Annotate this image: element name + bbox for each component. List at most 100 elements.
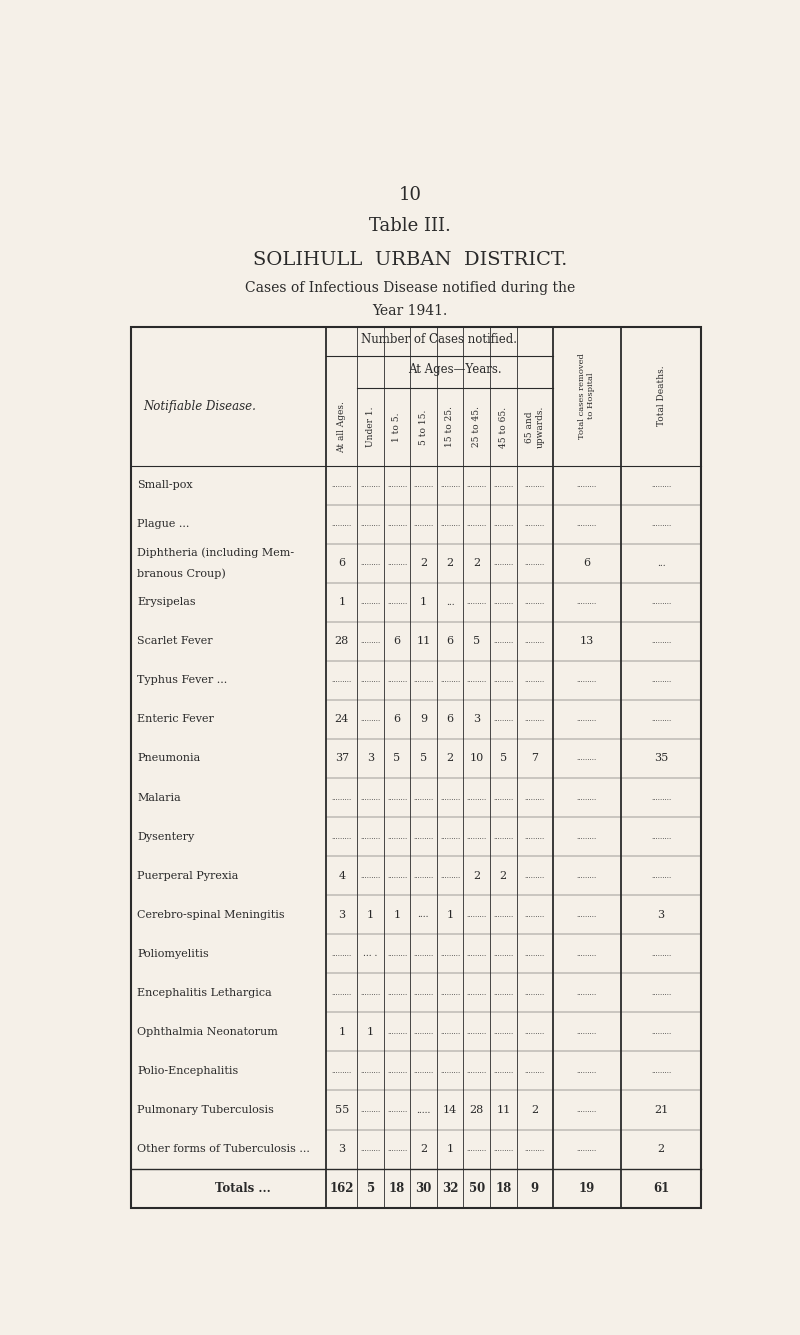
Text: .........: .........: [414, 989, 434, 997]
Text: 13: 13: [579, 637, 594, 646]
Text: 1: 1: [420, 597, 427, 607]
Text: .........: .........: [414, 1028, 434, 1036]
Text: .........: .........: [577, 793, 597, 801]
Text: .........: .........: [466, 949, 486, 957]
Text: .........: .........: [414, 833, 434, 841]
Text: 28: 28: [334, 637, 349, 646]
Text: .........: .........: [440, 1028, 460, 1036]
Text: .........: .........: [466, 521, 486, 529]
Text: Diphtheria (including Mem-: Diphtheria (including Mem-: [138, 547, 294, 558]
Text: 162: 162: [330, 1181, 354, 1195]
Text: .........: .........: [414, 793, 434, 801]
Text: 6: 6: [394, 637, 401, 646]
Text: .........: .........: [651, 637, 671, 645]
Text: 18: 18: [495, 1181, 511, 1195]
Text: 19: 19: [578, 1181, 595, 1195]
Text: .........: .........: [332, 1067, 352, 1075]
Text: .........: .........: [525, 872, 545, 880]
Text: .........: .........: [361, 1067, 381, 1075]
Text: .........: .........: [414, 872, 434, 880]
Text: 2: 2: [420, 558, 427, 569]
Text: .........: .........: [387, 1067, 407, 1075]
Text: ....: ....: [418, 910, 429, 920]
Text: .........: .........: [361, 833, 381, 841]
Text: .........: .........: [361, 677, 381, 685]
Text: .........: .........: [466, 481, 486, 489]
Text: .........: .........: [332, 833, 352, 841]
Text: 32: 32: [442, 1181, 458, 1195]
Text: .........: .........: [577, 872, 597, 880]
Text: .........: .........: [493, 949, 514, 957]
Text: .........: .........: [440, 1067, 460, 1075]
Text: ...: ...: [657, 558, 666, 567]
Text: .........: .........: [525, 677, 545, 685]
Text: .........: .........: [332, 521, 352, 529]
Text: 3: 3: [473, 714, 480, 725]
Text: .........: .........: [466, 1145, 486, 1153]
Text: 1: 1: [338, 597, 346, 607]
Text: 5 to 15.: 5 to 15.: [419, 410, 428, 445]
Text: ...: ...: [446, 598, 454, 606]
Text: 9: 9: [420, 714, 427, 725]
Text: .........: .........: [361, 481, 381, 489]
Text: Erysipelas: Erysipelas: [138, 597, 196, 607]
Text: .........: .........: [651, 949, 671, 957]
Text: .........: .........: [651, 481, 671, 489]
Text: 6: 6: [583, 558, 590, 569]
Text: 50: 50: [469, 1181, 485, 1195]
Text: Pneumonia: Pneumonia: [138, 753, 201, 764]
Text: .........: .........: [525, 559, 545, 567]
Text: .........: .........: [414, 481, 434, 489]
Text: .........: .........: [387, 949, 407, 957]
Text: .........: .........: [387, 677, 407, 685]
Text: .........: .........: [361, 598, 381, 606]
Text: 45 to 65.: 45 to 65.: [499, 406, 508, 447]
Text: .........: .........: [493, 598, 514, 606]
Text: At all Ages.: At all Ages.: [338, 400, 346, 453]
Text: .........: .........: [361, 872, 381, 880]
Text: .........: .........: [332, 793, 352, 801]
Text: 1: 1: [367, 1027, 374, 1037]
Text: Typhus Fever ...: Typhus Fever ...: [138, 676, 227, 685]
Text: .........: .........: [493, 521, 514, 529]
Text: .........: .........: [440, 677, 460, 685]
Text: .........: .........: [414, 1067, 434, 1075]
Text: 5: 5: [473, 637, 480, 646]
Text: Total Deaths.: Total Deaths.: [657, 366, 666, 426]
Text: .........: .........: [387, 598, 407, 606]
Text: Other forms of Tuberculosis ...: Other forms of Tuberculosis ...: [138, 1144, 310, 1153]
Text: Poliomyelitis: Poliomyelitis: [138, 949, 209, 959]
Text: 5: 5: [500, 753, 507, 764]
Text: 1: 1: [367, 909, 374, 920]
Text: .........: .........: [387, 1145, 407, 1153]
Text: Cases of Infectious Disease notified during the: Cases of Infectious Disease notified dur…: [245, 282, 575, 295]
Text: 9: 9: [530, 1181, 538, 1195]
Text: 14: 14: [443, 1105, 457, 1115]
Text: 2: 2: [531, 1105, 538, 1115]
Text: .........: .........: [493, 1145, 514, 1153]
Text: .........: .........: [525, 833, 545, 841]
Text: 3: 3: [338, 1144, 346, 1153]
Text: .........: .........: [577, 677, 597, 685]
Text: Totals ...: Totals ...: [214, 1181, 270, 1195]
Text: .........: .........: [440, 872, 460, 880]
Text: .........: .........: [361, 1145, 381, 1153]
Text: .........: .........: [651, 521, 671, 529]
Text: 1 to 5.: 1 to 5.: [393, 413, 402, 442]
Text: .........: .........: [361, 1105, 381, 1113]
Text: 30: 30: [415, 1181, 431, 1195]
Text: 37: 37: [334, 753, 349, 764]
Text: 2: 2: [420, 1144, 427, 1153]
Text: branous Croup): branous Croup): [138, 569, 226, 578]
Text: 2: 2: [473, 558, 480, 569]
Text: .........: .........: [525, 637, 545, 645]
Text: .........: .........: [466, 598, 486, 606]
Text: 15 to 25.: 15 to 25.: [446, 406, 454, 447]
Text: Cerebro-spinal Meningitis: Cerebro-spinal Meningitis: [138, 909, 285, 920]
Text: Enteric Fever: Enteric Fever: [138, 714, 214, 725]
Text: ... .: ... .: [363, 949, 378, 959]
Text: 61: 61: [653, 1181, 670, 1195]
Text: .........: .........: [440, 481, 460, 489]
Text: .........: .........: [493, 559, 514, 567]
Text: 10: 10: [398, 186, 422, 204]
